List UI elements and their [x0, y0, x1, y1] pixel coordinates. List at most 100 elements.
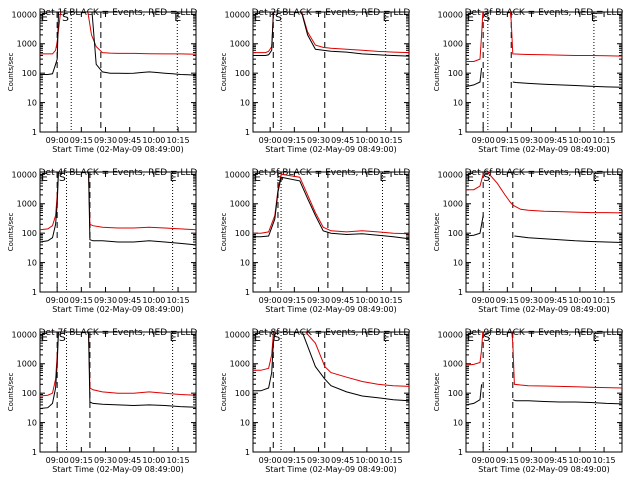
- x-tick-label: 09:45: [118, 136, 141, 145]
- y-tick-label: 1: [245, 448, 250, 457]
- events-series-line: [40, 172, 196, 246]
- x-axis-label: Start Time (02-May-09 08:49:00): [478, 145, 609, 154]
- x-tick-label: 10:00: [568, 136, 591, 145]
- y-tick-label: 1: [32, 288, 37, 297]
- x-tick-label: 09:45: [544, 456, 567, 465]
- x-tick-label: 09:45: [331, 456, 354, 465]
- x-tick-label: 09:30: [307, 456, 330, 465]
- y-tick-label: 10000: [12, 10, 37, 19]
- lld-series-line: [40, 12, 196, 55]
- x-tick-label: 09:15: [70, 136, 93, 145]
- x-tick-label: 10:00: [568, 456, 591, 465]
- y-tick-label: 100: [448, 389, 463, 398]
- x-tick-label: 10:00: [568, 296, 591, 305]
- x-axis-label: Start Time (02-May-09 08:49:00): [265, 465, 396, 474]
- x-axis-label: Start Time (02-May-09 08:49:00): [478, 465, 609, 474]
- y-tick-label: 1: [458, 288, 463, 297]
- marker-label-e: E: [592, 331, 599, 344]
- x-tick-label: 09:00: [472, 136, 495, 145]
- y-axis-label: Counts/sec: [220, 213, 228, 252]
- marker-label-e: E: [41, 171, 48, 184]
- x-tick-label: 09:00: [46, 136, 69, 145]
- plot-frame: [252, 171, 410, 293]
- y-axis-label: Counts/sec: [220, 53, 228, 92]
- y-tick-label: 10: [27, 99, 37, 108]
- chart-panel-9: Det 9f BLACK = Events, RED = LLD 1 10 100 10…: [433, 328, 624, 474]
- x-tick-label: 09:15: [283, 136, 306, 145]
- x-tick-label: 09:30: [307, 136, 330, 145]
- y-tick-label: 10000: [12, 330, 37, 339]
- y-axis-label: Counts/sec: [433, 53, 441, 92]
- lld-series-line: [40, 172, 196, 231]
- chart-title: Det 9f BLACK = Events, RED = LLD: [465, 328, 624, 338]
- marker-label-s: S: [273, 331, 280, 344]
- marker-label-e: E: [467, 331, 474, 344]
- x-tick-label: 09:00: [259, 456, 282, 465]
- y-tick-label: 100: [235, 69, 250, 78]
- x-tick-label: 09:30: [94, 136, 117, 145]
- y-tick-label: 10000: [225, 170, 250, 179]
- y-tick-label: 100: [448, 229, 463, 238]
- marker-label-e: E: [174, 11, 181, 24]
- y-tick-label: 1000: [443, 40, 463, 49]
- x-tick-label: 09:45: [331, 296, 354, 305]
- x-tick-label: 09:30: [94, 296, 117, 305]
- chart-title: Det 6f BLACK = Events, RED = LLD: [465, 168, 624, 178]
- y-tick-label: 10000: [12, 170, 37, 179]
- y-axis-label: Counts/sec: [220, 373, 228, 412]
- x-axis-label: Start Time (02-May-09 08:49:00): [265, 145, 396, 154]
- chart-title: Det 7f BLACK = Events, RED = LLD: [39, 328, 198, 338]
- y-tick-label: 10: [240, 419, 250, 428]
- y-tick-label: 100: [22, 69, 37, 78]
- x-tick-label: 09:45: [331, 136, 354, 145]
- y-tick-label: 10000: [225, 10, 250, 19]
- chart-panel-1: Det 1f BLACK = Events, RED = LLD 1 10 100 10…: [7, 8, 197, 154]
- y-axis-label: Counts/sec: [433, 213, 441, 252]
- x-tick-label: 10:00: [355, 136, 378, 145]
- plot-frame: [465, 171, 623, 293]
- marker-label-s: S: [59, 331, 66, 344]
- x-tick-label: 10:15: [380, 296, 403, 305]
- plot-frame: [39, 171, 197, 293]
- y-tick-label: 10: [27, 419, 37, 428]
- x-tick-label: 09:00: [259, 136, 282, 145]
- x-tick-label: 09:15: [70, 296, 93, 305]
- x-tick-label: 09:00: [259, 296, 282, 305]
- x-tick-label: 09:00: [472, 296, 495, 305]
- y-tick-label: 100: [235, 229, 250, 238]
- marker-label-s: S: [59, 171, 66, 184]
- x-tick-label: 09:30: [520, 136, 543, 145]
- events-series-line: [40, 12, 196, 76]
- marker-label-e: E: [383, 331, 390, 344]
- chart-panel-6: Det 6f BLACK = Events, RED = LLD 1 10 100 10…: [433, 168, 624, 314]
- y-tick-label: 1: [458, 128, 463, 137]
- x-tick-label: 10:15: [380, 456, 403, 465]
- plot-frame: [39, 11, 197, 133]
- y-tick-label: 100: [448, 69, 463, 78]
- plot-frame: [465, 331, 623, 453]
- events-series-line: [466, 384, 622, 406]
- x-tick-label: 09:30: [307, 296, 330, 305]
- x-tick-label: 10:15: [593, 136, 616, 145]
- y-tick-label: 1000: [230, 200, 250, 209]
- y-tick-label: 10: [27, 259, 37, 268]
- y-tick-label: 1000: [443, 360, 463, 369]
- x-tick-label: 10:00: [355, 456, 378, 465]
- x-tick-label: 09:15: [70, 456, 93, 465]
- x-axis-label: Start Time (02-May-09 08:49:00): [52, 465, 183, 474]
- marker-label-s: S: [483, 331, 490, 344]
- x-tick-label: 10:15: [593, 296, 616, 305]
- y-tick-label: 1: [245, 128, 250, 137]
- events-series-line: [253, 12, 409, 57]
- x-tick-label: 09:00: [472, 456, 495, 465]
- y-tick-label: 1000: [17, 200, 37, 209]
- marker-label-e: E: [383, 11, 390, 24]
- marker-label-e: E: [41, 331, 48, 344]
- lld-series-line: [253, 12, 409, 54]
- y-tick-label: 10000: [438, 330, 463, 339]
- x-tick-label: 10:15: [167, 136, 190, 145]
- x-tick-label: 10:00: [142, 296, 165, 305]
- chart-panel-2: Det 2f BLACK = Events, RED = LLD 1 10 100 10…: [220, 8, 410, 154]
- events-series-line: [466, 215, 622, 243]
